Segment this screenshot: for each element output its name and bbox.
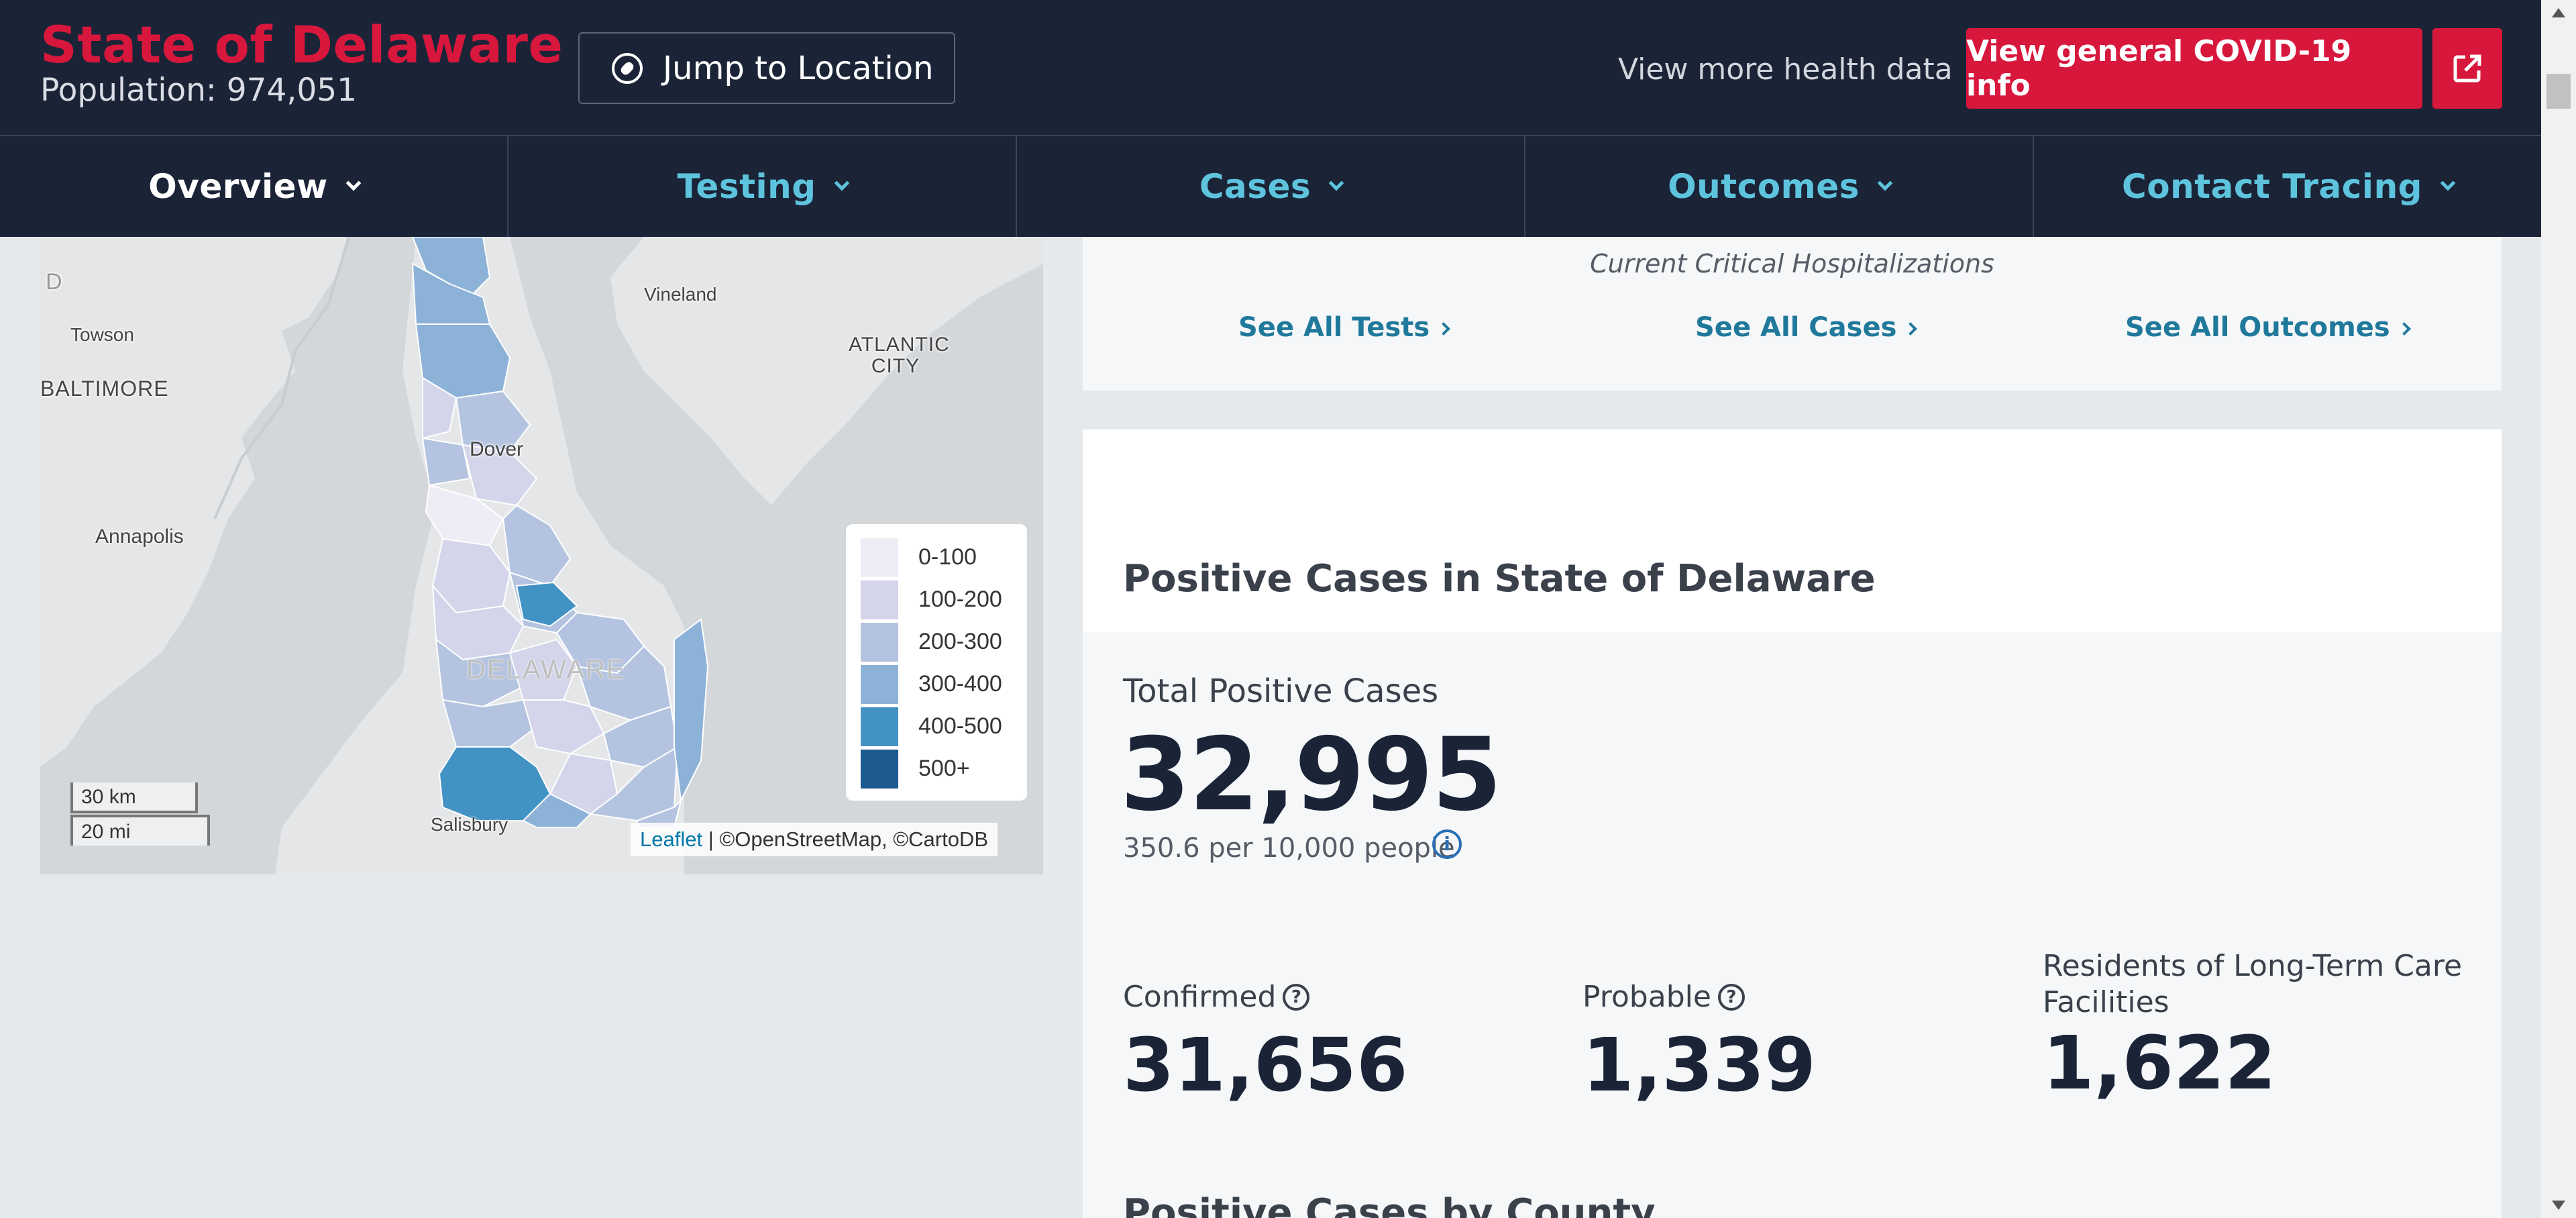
page-scrollbar[interactable] — [2541, 0, 2576, 1218]
map-label-delaware: DELAWARE — [466, 655, 626, 684]
nav-contact-tracing[interactable]: Contact Tracing — [2034, 136, 2541, 237]
total-positive-value: 32,995 — [1120, 717, 1502, 833]
chevron-down-icon — [834, 175, 849, 191]
see-all-outcomes-link[interactable]: See All Outcomes — [2125, 312, 2411, 343]
map-scale: 30 km 20 mi — [70, 782, 210, 846]
nav-cases[interactable]: Cases — [1017, 136, 1525, 237]
legend-swatch — [861, 622, 898, 662]
jump-to-location-label: Jump to Location — [663, 49, 934, 87]
scroll-down-arrow-icon[interactable] — [2552, 1201, 2565, 1210]
critical-hospitalizations-label: Current Critical Hospitalizations — [1590, 249, 1994, 278]
attribution-text: | ©OpenStreetMap, ©CartoDB — [708, 827, 988, 851]
legend-swatch — [861, 538, 898, 577]
map-label-towson: Towson — [70, 324, 134, 345]
positive-cases-title: Positive Cases in State of Delaware — [1123, 557, 1876, 601]
help-icon[interactable]: ? — [1717, 983, 1745, 1011]
map-label-dover: Dover — [470, 438, 524, 460]
chevron-down-icon — [2440, 175, 2456, 191]
population-text: Population: 974,051 — [40, 72, 358, 109]
scale-km: 30 km — [70, 782, 198, 813]
view-more-health-data-link[interactable]: View more health data — [1618, 52, 1953, 87]
nav-outcomes[interactable]: Outcomes — [1525, 136, 2034, 237]
view-covid-info-button[interactable]: View general COVID-19 info — [1966, 28, 2422, 109]
legend-swatch — [861, 664, 898, 704]
map-legend: 0-100 100-200 200-300 300-400 400-500 50… — [846, 524, 1027, 801]
nav-testing[interactable]: Testing — [508, 136, 1017, 237]
main-nav: Overview Testing Cases Outcomes Contact … — [0, 135, 2541, 237]
map-label-atlantic-city: ATLANTIC CITY — [849, 334, 950, 377]
legend-swatch — [861, 580, 898, 619]
legend-swatch — [861, 707, 898, 746]
nav-overview[interactable]: Overview — [0, 136, 508, 237]
panel-header: Positive Cases in State of Delaware — [1083, 429, 2502, 632]
confirmed-label: Confirmed — [1123, 980, 1277, 1014]
probable-value: 1,339 — [1582, 1022, 1816, 1108]
confirmed-value: 31,656 — [1123, 1022, 1408, 1108]
chevron-down-icon — [1877, 175, 1893, 191]
ltc-value: 1,622 — [2043, 1020, 2276, 1106]
see-all-tests-link[interactable]: See All Tests — [1238, 312, 1451, 343]
help-icon[interactable]: ? — [1283, 983, 1310, 1011]
legend-item: 500+ — [861, 748, 1027, 790]
chevron-right-icon — [1904, 322, 1918, 336]
per-people-text: 350.6 per 10,000 people — [1123, 833, 1455, 864]
probable-stat: Probable? 1,339 — [1582, 980, 1816, 1108]
legend-item: 100-200 — [861, 578, 1027, 621]
ltc-label: Residents of Long-Term Care Facilities — [2043, 949, 2463, 1019]
map-label-vineland: Vineland — [644, 284, 717, 305]
legend-item: 400-500 — [861, 705, 1027, 748]
map-label-salisbury: Salisbury — [431, 814, 508, 835]
jump-to-location-button[interactable]: Jump to Location — [578, 32, 955, 104]
confirmed-stat: Confirmed? 31,656 — [1123, 980, 1407, 1108]
external-link-icon — [2453, 54, 2481, 83]
positive-cases-panel: Positive Cases in State of Delaware Tota… — [1083, 429, 2502, 1218]
map-label-annapolis: Annapolis — [95, 525, 184, 548]
legend-swatch — [861, 749, 898, 789]
page-title: State of Delaware — [40, 15, 564, 74]
summary-panel: Current Critical Hospitalizations See Al… — [1083, 237, 2502, 391]
chevron-right-icon — [2397, 322, 2411, 336]
compass-icon — [612, 52, 643, 84]
see-all-cases-link[interactable]: See All Cases — [1695, 312, 1918, 343]
chevron-down-icon — [1328, 175, 1344, 191]
legend-item: 300-400 — [861, 663, 1027, 705]
chevron-right-icon — [1437, 322, 1451, 336]
external-link-button[interactable] — [2432, 28, 2502, 109]
info-icon[interactable]: i — [1432, 829, 1462, 859]
scroll-up-arrow-icon[interactable] — [2552, 8, 2565, 17]
cases-by-county-title: Positive Cases by County — [1123, 1191, 1656, 1218]
chevron-down-icon — [345, 175, 362, 191]
legend-item: 0-100 — [861, 536, 1027, 578]
total-positive-label: Total Positive Cases — [1123, 672, 1439, 710]
leaflet-link[interactable]: Leaflet — [640, 827, 703, 851]
map-label-baltimore: BALTIMORE — [40, 376, 169, 401]
map-attribution: Leaflet | ©OpenStreetMap, ©CartoDB — [631, 823, 998, 856]
scroll-thumb[interactable] — [2546, 74, 2571, 109]
choropleth-map[interactable]: Vineland Towson ATLANTIC CITY BALTIMORE … — [40, 237, 1043, 874]
legend-item: 200-300 — [861, 621, 1027, 663]
probable-label: Probable — [1582, 980, 1711, 1014]
site-header: State of Delaware Population: 974,051 Ju… — [0, 0, 2541, 135]
scale-mi: 20 mi — [70, 815, 210, 846]
map-label-md-partial: D — [46, 269, 62, 295]
